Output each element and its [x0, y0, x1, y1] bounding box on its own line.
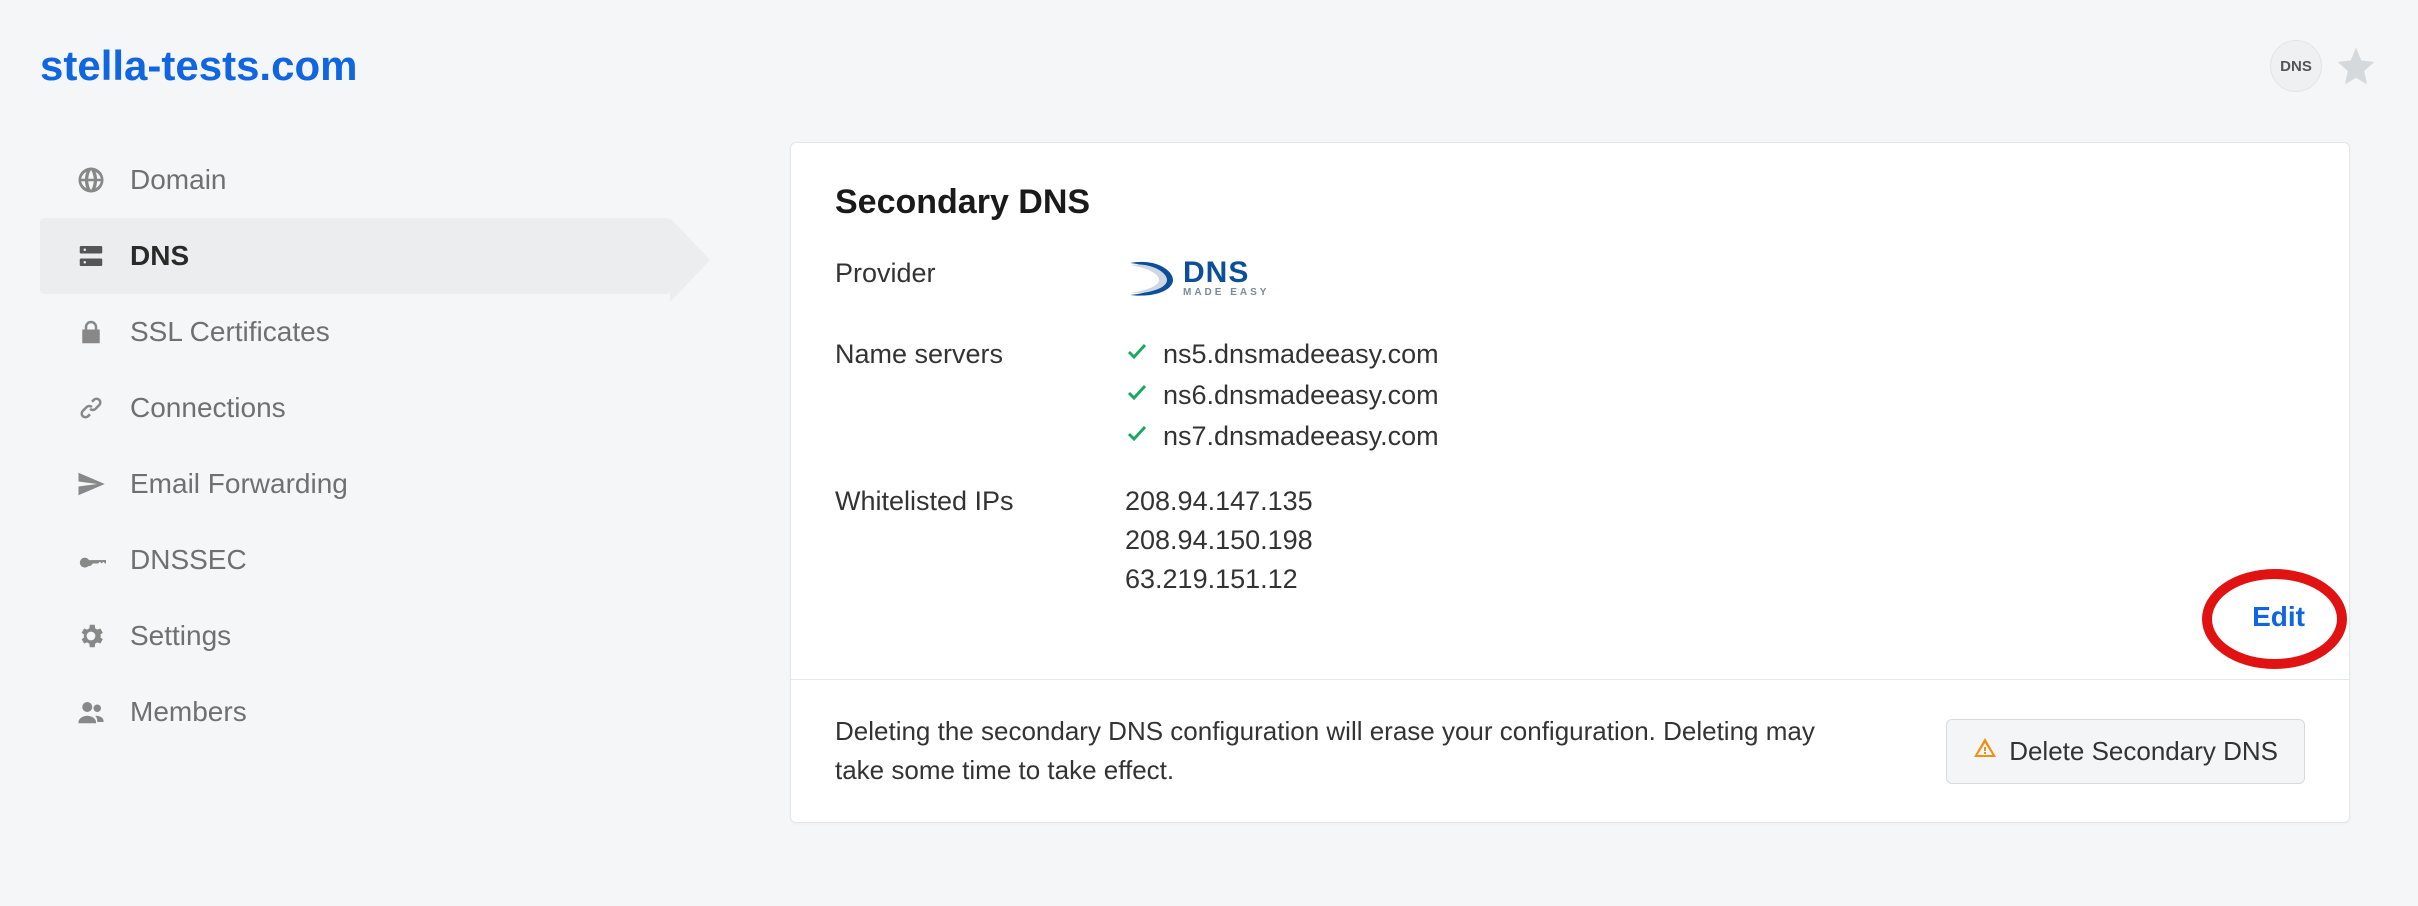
- domain-title[interactable]: stella-tests.com: [40, 42, 357, 90]
- nameserver-value: ns7.dnsmadeeasy.com: [1163, 421, 1439, 452]
- check-icon: [1125, 421, 1149, 452]
- edit-button[interactable]: Edit: [2252, 601, 2305, 633]
- whitelist-list: 208.94.147.135 208.94.150.198 63.219.151…: [1125, 486, 1313, 595]
- dns-made-easy-icon: [1125, 258, 1175, 298]
- delete-button-label: Delete Secondary DNS: [2009, 736, 2278, 767]
- warning-icon: [1973, 736, 1997, 767]
- sidebar-item-email-forwarding[interactable]: Email Forwarding: [40, 446, 670, 522]
- nameserver-value: ns5.dnsmadeeasy.com: [1163, 339, 1439, 370]
- sidebar-item-label: Members: [130, 696, 247, 728]
- provider-logo: DNS MADE EASY: [1125, 258, 1269, 298]
- delete-secondary-dns-button[interactable]: Delete Secondary DNS: [1946, 719, 2305, 784]
- sidebar-item-ssl[interactable]: SSL Certificates: [40, 294, 670, 370]
- sidebar: Domain DNS SSL Certificates Connections: [40, 142, 670, 823]
- provider-logo-subtext: MADE EASY: [1183, 288, 1269, 298]
- delete-warning-text: Deleting the secondary DNS configuration…: [835, 712, 1815, 790]
- key-icon: [74, 545, 108, 575]
- sidebar-item-members[interactable]: Members: [40, 674, 670, 750]
- nameservers-list: ns5.dnsmadeeasy.com ns6.dnsmadeeasy.com …: [1125, 339, 1439, 452]
- link-icon: [74, 393, 108, 423]
- sidebar-item-settings[interactable]: Settings: [40, 598, 670, 674]
- sidebar-item-label: Settings: [130, 620, 231, 652]
- lock-icon: [74, 317, 108, 347]
- globe-icon: [74, 165, 108, 195]
- members-icon: [74, 697, 108, 727]
- card-title: Secondary DNS: [835, 183, 2305, 222]
- check-icon: [1125, 339, 1149, 370]
- sidebar-item-label: Domain: [130, 164, 226, 196]
- whitelist-ip: 208.94.147.135: [1125, 486, 1313, 517]
- server-icon: [74, 241, 108, 271]
- whitelist-label: Whitelisted IPs: [835, 486, 1125, 595]
- nameserver-value: ns6.dnsmadeeasy.com: [1163, 380, 1439, 411]
- check-icon: [1125, 380, 1149, 411]
- provider-label: Provider: [835, 258, 1125, 305]
- whitelist-ip: 63.219.151.12: [1125, 564, 1313, 595]
- whitelist-ip: 208.94.150.198: [1125, 525, 1313, 556]
- secondary-dns-card: Secondary DNS Provider DNS MADE EASY: [790, 142, 2350, 823]
- sidebar-item-dnssec[interactable]: DNSSEC: [40, 522, 670, 598]
- sidebar-item-domain[interactable]: Domain: [40, 142, 670, 218]
- dns-badge[interactable]: DNS: [2270, 40, 2322, 92]
- nameserver-item: ns5.dnsmadeeasy.com: [1125, 339, 1439, 370]
- sidebar-item-connections[interactable]: Connections: [40, 370, 670, 446]
- provider-logo-text: DNS: [1183, 258, 1269, 288]
- page-header: stella-tests.com DNS: [40, 40, 2378, 92]
- nameserver-item: ns7.dnsmadeeasy.com: [1125, 421, 1439, 452]
- sidebar-item-label: Connections: [130, 392, 286, 424]
- sidebar-item-label: SSL Certificates: [130, 316, 330, 348]
- sidebar-item-label: Email Forwarding: [130, 468, 348, 500]
- sidebar-item-label: DNS: [130, 240, 189, 272]
- sidebar-item-dns[interactable]: DNS: [40, 218, 670, 294]
- nameservers-label: Name servers: [835, 339, 1125, 452]
- star-icon[interactable]: [2334, 44, 2378, 88]
- paper-plane-icon: [74, 469, 108, 499]
- gear-icon: [74, 621, 108, 651]
- nameserver-item: ns6.dnsmadeeasy.com: [1125, 380, 1439, 411]
- sidebar-item-label: DNSSEC: [130, 544, 247, 576]
